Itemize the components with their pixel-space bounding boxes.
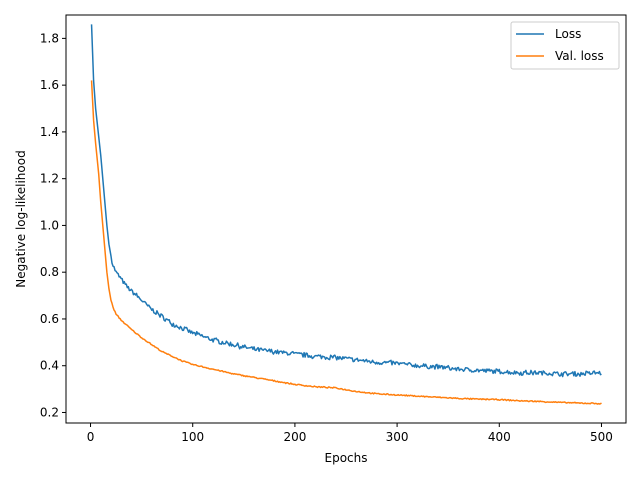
x-axis-label: Epochs <box>325 451 368 465</box>
y-tick-label: 1.0 <box>40 218 59 232</box>
legend: Loss Val. loss <box>510 21 620 70</box>
series-line-val-loss <box>90 80 602 405</box>
y-tick-label: 0.2 <box>40 405 59 419</box>
legend-label-loss: Loss <box>555 27 581 41</box>
y-tick-label: 0.6 <box>40 312 59 326</box>
y-tick-label: 0.4 <box>40 359 59 373</box>
y-tick-label: 1.2 <box>40 172 59 186</box>
series-layer <box>90 24 602 405</box>
x-tick-label: 300 <box>386 430 409 444</box>
plot-frame <box>65 14 627 424</box>
y-tick-label: 1.8 <box>40 31 59 45</box>
y-tick-label: 1.6 <box>40 78 59 92</box>
x-axis-ticks: 0 100 200 300 400 500 <box>87 423 613 444</box>
y-tick-label: 0.8 <box>40 265 59 279</box>
x-tick-label: 0 <box>87 430 95 444</box>
x-tick-label: 200 <box>283 430 306 444</box>
y-axis-ticks: 0.2 0.4 0.6 0.8 1.0 1.2 1.4 1.6 1.8 <box>40 31 66 419</box>
y-tick-label: 1.4 <box>40 125 59 139</box>
x-tick-label: 500 <box>590 430 613 444</box>
x-tick-label: 400 <box>488 430 511 444</box>
y-axis-label: Negative log-likelihood <box>14 150 28 287</box>
legend-label-val-loss: Val. loss <box>555 49 604 63</box>
series-line-loss <box>90 24 602 378</box>
x-tick-label: 100 <box>181 430 204 444</box>
